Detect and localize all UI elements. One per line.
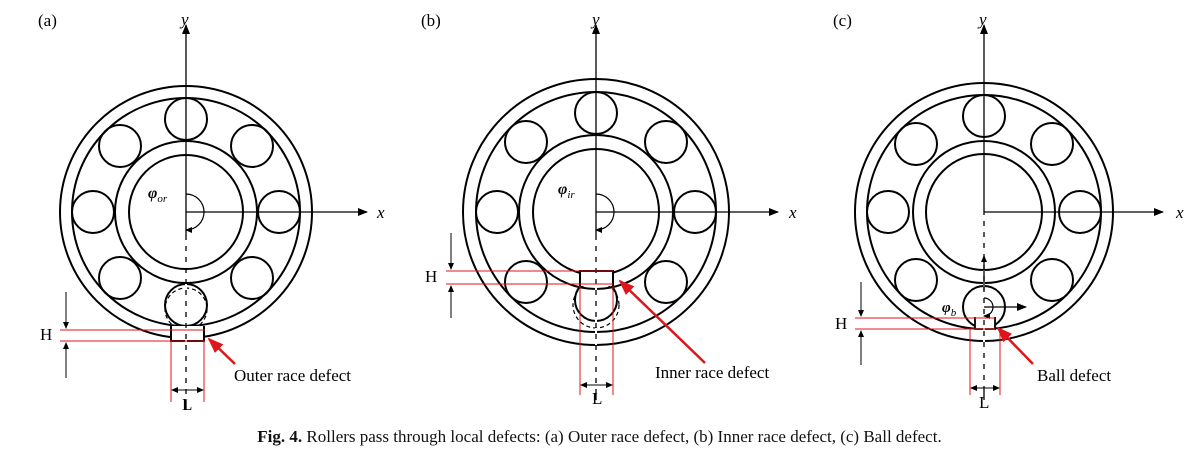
roller — [475, 190, 519, 234]
figure-canvas: (a) y x φor — [38, 10, 1184, 414]
x-axis-label: x — [1175, 203, 1184, 222]
roller — [230, 256, 274, 300]
roller — [894, 122, 938, 166]
panel-label: (c) — [833, 11, 852, 30]
roller — [644, 260, 688, 304]
roller — [644, 120, 688, 164]
roller — [230, 124, 274, 168]
panel-c: (c) y x φb H — [833, 10, 1184, 412]
angle-arc — [983, 297, 994, 319]
defect-callout-arrow — [996, 326, 1034, 365]
outer-race-defect-pocket — [170, 326, 205, 342]
defect-callout-arrow — [618, 279, 706, 364]
panel-label: (a) — [38, 11, 57, 30]
defect-label: Outer race defect — [234, 366, 351, 385]
h-dimension: H — [40, 292, 205, 378]
h-label: H — [835, 314, 847, 333]
panel-b: (b) y x φir H — [421, 10, 797, 408]
x-axis-label: x — [788, 203, 797, 222]
h-label: H — [40, 325, 52, 344]
angle-arc — [185, 193, 205, 233]
roller — [98, 256, 142, 300]
roller — [71, 190, 115, 234]
panel-a: (a) y x φor — [38, 10, 385, 414]
angle-symbol: φir — [558, 181, 575, 201]
y-axis-label: y — [977, 10, 987, 29]
l-dimension: L — [170, 341, 205, 414]
h-dimension: H — [425, 233, 613, 318]
l-dimension: L — [579, 286, 614, 408]
angle-symbol: φb — [942, 300, 957, 319]
panel-label: (b) — [421, 11, 441, 30]
x-axis-label: x — [376, 203, 385, 222]
l-label: L — [979, 393, 989, 412]
roller — [504, 260, 548, 304]
h-dimension: H — [835, 282, 995, 365]
roller — [504, 120, 548, 164]
defect-label: Inner race defect — [655, 363, 769, 382]
roller — [98, 124, 142, 168]
caption-text: Rollers pass through local defects: (a) … — [306, 427, 942, 446]
roller — [1030, 258, 1074, 302]
h-label: H — [425, 267, 437, 286]
angle-arc — [595, 193, 615, 233]
figure-number: Fig. 4. — [257, 427, 303, 446]
l-label: L — [182, 395, 192, 414]
figure-caption: Fig. 4. Rollers pass through local defec… — [0, 427, 1199, 447]
roller — [894, 258, 938, 302]
y-axis-label: y — [590, 10, 600, 29]
l-label: L — [592, 389, 602, 408]
roller — [866, 190, 910, 234]
defect-callout-arrow — [207, 337, 236, 365]
y-axis-label: y — [179, 10, 189, 29]
defect-label: Ball defect — [1037, 366, 1111, 385]
angle-symbol: φor — [148, 185, 168, 205]
l-dimension: L — [969, 329, 1001, 412]
roller — [1030, 122, 1074, 166]
